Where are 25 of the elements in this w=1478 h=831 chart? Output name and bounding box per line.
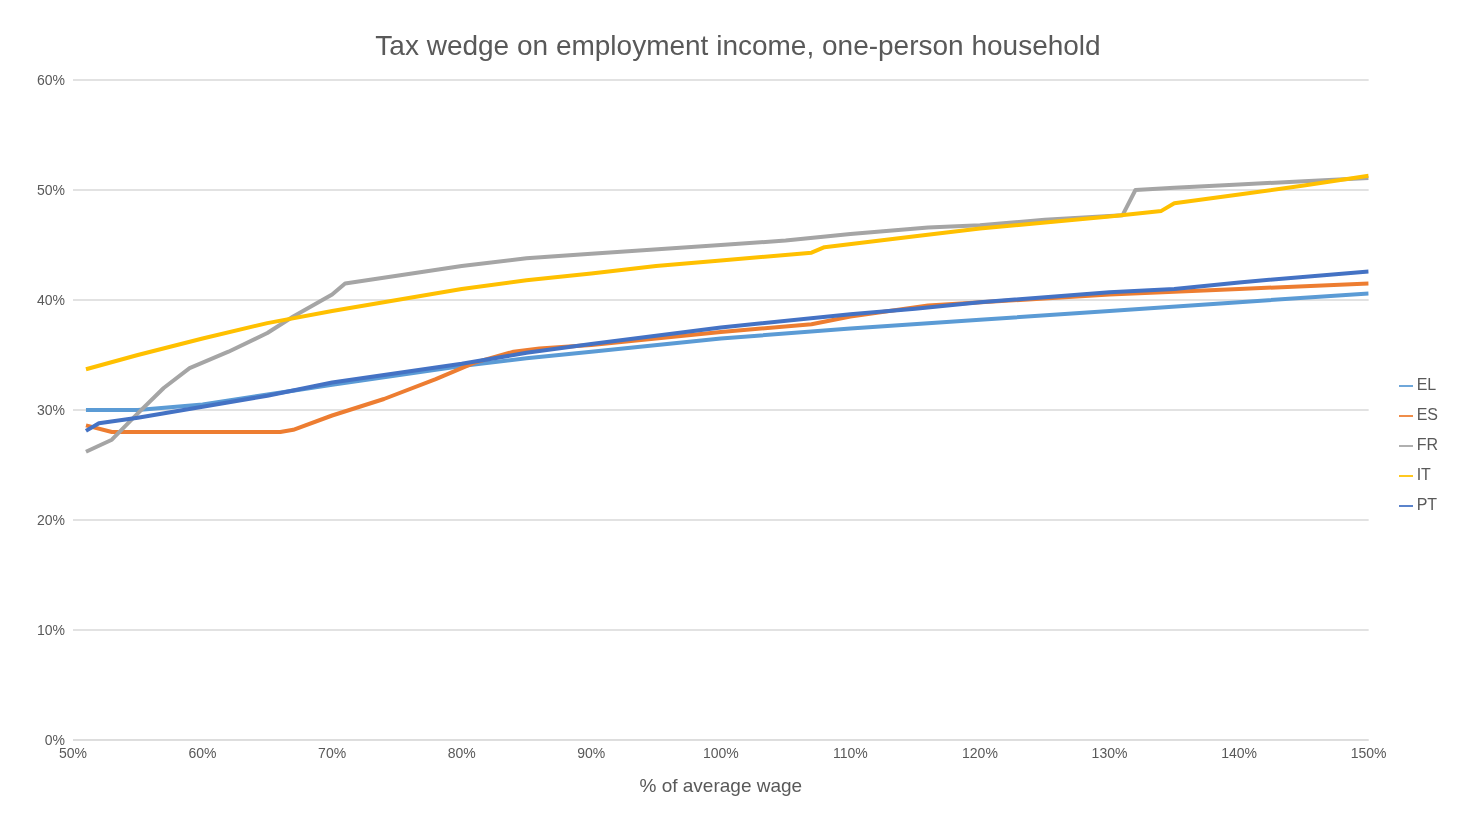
x-tick-label: 60% [188, 744, 217, 761]
chart-title: Tax wedge on employment income, one-person household [374, 29, 1102, 63]
line-series [83, 175, 1369, 454]
y-tick-label: 20% [36, 511, 65, 528]
legend-label: EL [1416, 376, 1437, 393]
x-tick-label: 80% [447, 744, 476, 761]
legend-label: IT [1416, 466, 1431, 483]
x-tick-label: 110% [833, 744, 868, 761]
x-tick-label: 150% [1350, 744, 1387, 761]
y-tick-label: 40% [36, 291, 65, 308]
y-tick-label: 60% [36, 71, 65, 88]
y-tick-label: 10% [36, 621, 65, 638]
x-tick-label: 140% [1221, 744, 1257, 761]
legend-label: FR [1416, 436, 1438, 453]
legend-label: ES [1416, 406, 1438, 423]
line-series [83, 173, 1369, 372]
x-axis-title: % of average wage [639, 775, 803, 796]
legend-label: PT [1416, 496, 1438, 513]
x-tick-label: 130% [1091, 744, 1128, 761]
x-tick-label: 120% [962, 744, 998, 761]
x-tick-label: 90% [577, 744, 606, 761]
y-tick-label: 50% [36, 181, 65, 198]
x-tick-label: 70% [318, 744, 347, 761]
y-tick-label: 30% [36, 401, 65, 418]
x-tick-label: 100% [702, 744, 739, 761]
